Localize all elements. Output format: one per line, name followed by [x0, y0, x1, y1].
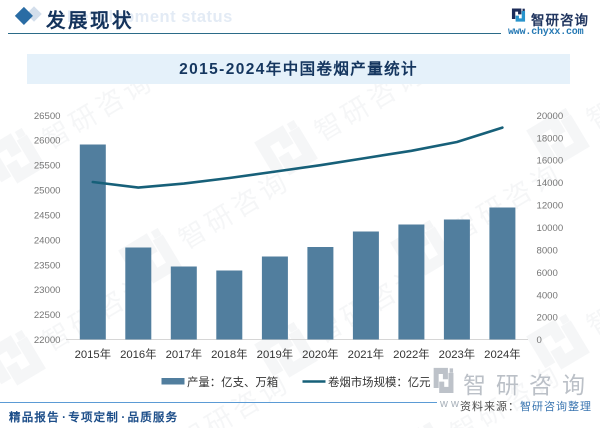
svg-text:产量：亿支、万箱: 产量：亿支、万箱 — [187, 375, 278, 389]
svg-text:2000: 2000 — [537, 313, 558, 324]
svg-text:26500: 26500 — [34, 111, 61, 122]
svg-text:22000: 22000 — [34, 335, 61, 346]
svg-text:智研咨询: 智研咨询 — [463, 372, 595, 397]
svg-text:23000: 23000 — [34, 285, 61, 296]
svg-text:23500: 23500 — [34, 260, 61, 271]
svg-text:4000: 4000 — [537, 290, 558, 301]
svg-text:8000: 8000 — [537, 245, 558, 256]
svg-text:12000: 12000 — [537, 201, 564, 212]
svg-text:2017年: 2017年 — [166, 347, 202, 361]
svg-text:2021年: 2021年 — [348, 347, 384, 361]
svg-text:14000: 14000 — [537, 178, 564, 189]
svg-text:2022年: 2022年 — [393, 347, 429, 361]
svg-text:2024年: 2024年 — [484, 347, 520, 361]
svg-text:24000: 24000 — [34, 235, 61, 246]
svg-text:2019年: 2019年 — [257, 347, 293, 361]
svg-text:6000: 6000 — [537, 268, 558, 279]
svg-text:20000: 20000 — [537, 111, 564, 122]
svg-text:卷烟市场规模：亿元: 卷烟市场规模：亿元 — [328, 375, 431, 389]
svg-text:2015年: 2015年 — [75, 347, 111, 361]
svg-text:0: 0 — [537, 335, 542, 346]
svg-text:2016年: 2016年 — [120, 347, 156, 361]
svg-text:24500: 24500 — [34, 211, 61, 222]
svg-text:26000: 26000 — [34, 136, 61, 147]
svg-text:25000: 25000 — [34, 186, 61, 197]
svg-text:16000: 16000 — [537, 156, 564, 167]
svg-text:25500: 25500 — [34, 161, 61, 172]
svg-text:10000: 10000 — [537, 223, 564, 234]
svg-text:2018年: 2018年 — [211, 347, 247, 361]
svg-text:22500: 22500 — [34, 310, 61, 321]
svg-text:18000: 18000 — [537, 133, 564, 144]
svg-text:2023年: 2023年 — [439, 347, 475, 361]
svg-text:2020年: 2020年 — [302, 347, 338, 361]
